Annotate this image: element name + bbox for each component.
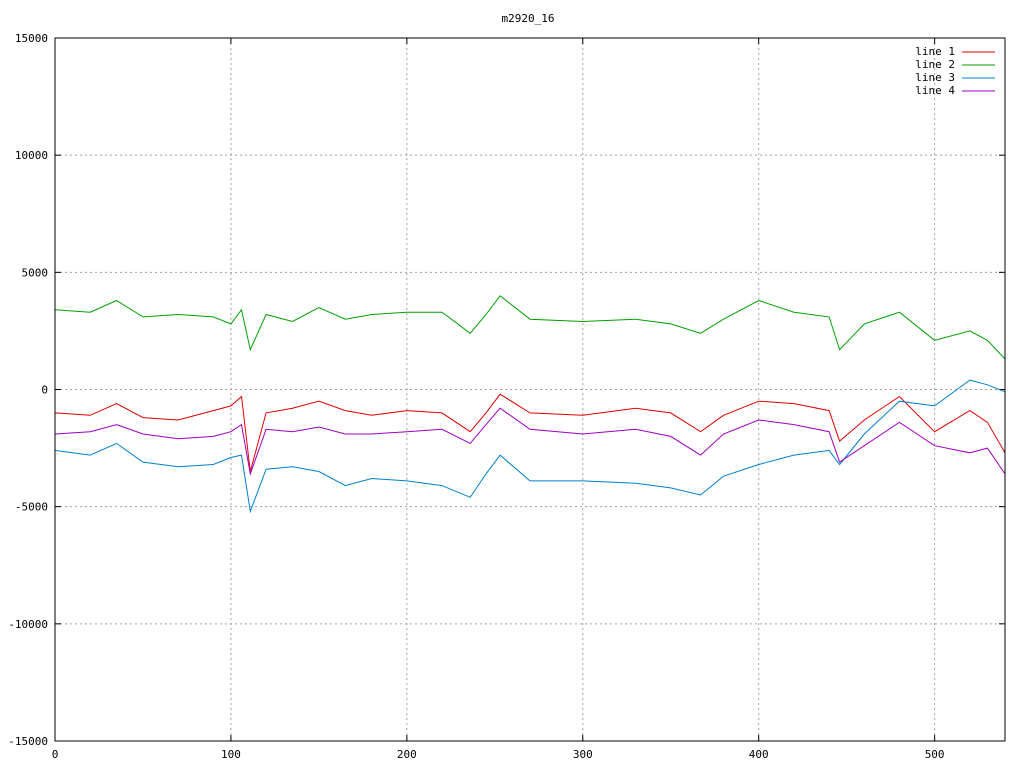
series-line-4 bbox=[54, 407, 1006, 476]
y-tick-label: -15000 bbox=[8, 735, 48, 748]
y-tick-label: -10000 bbox=[8, 618, 48, 631]
series-group bbox=[54, 295, 1006, 514]
x-tick-label: 300 bbox=[573, 748, 593, 761]
series-line-3 bbox=[54, 379, 1006, 514]
legend-label: line 2 bbox=[915, 58, 955, 71]
series-line-1 bbox=[54, 393, 1006, 472]
legend-label: line 1 bbox=[915, 45, 955, 58]
legend-label: line 4 bbox=[915, 84, 955, 97]
axes: -15000 -10000 -5000 0 5000 10000 15000 0 100 200 3… bbox=[8, 32, 1005, 761]
x-tick-label: 0 bbox=[52, 748, 59, 761]
x-tick-label: 400 bbox=[749, 748, 769, 761]
y-tick-label: 15000 bbox=[15, 32, 48, 45]
y-tick-label: 0 bbox=[41, 384, 48, 397]
x-tick-label: 100 bbox=[221, 748, 241, 761]
x-tick-label: 200 bbox=[397, 748, 417, 761]
y-tick-label: 10000 bbox=[15, 149, 48, 162]
series-line-2 bbox=[54, 295, 1006, 360]
grid bbox=[55, 38, 1005, 741]
x-tick-label: 500 bbox=[925, 748, 945, 761]
y-tick-label: 5000 bbox=[22, 266, 49, 279]
legend-label: line 3 bbox=[915, 71, 955, 84]
plot-frame bbox=[54, 37, 1006, 742]
chart-title: m2920_16 bbox=[502, 12, 555, 25]
y-tick-label: -5000 bbox=[15, 501, 48, 514]
